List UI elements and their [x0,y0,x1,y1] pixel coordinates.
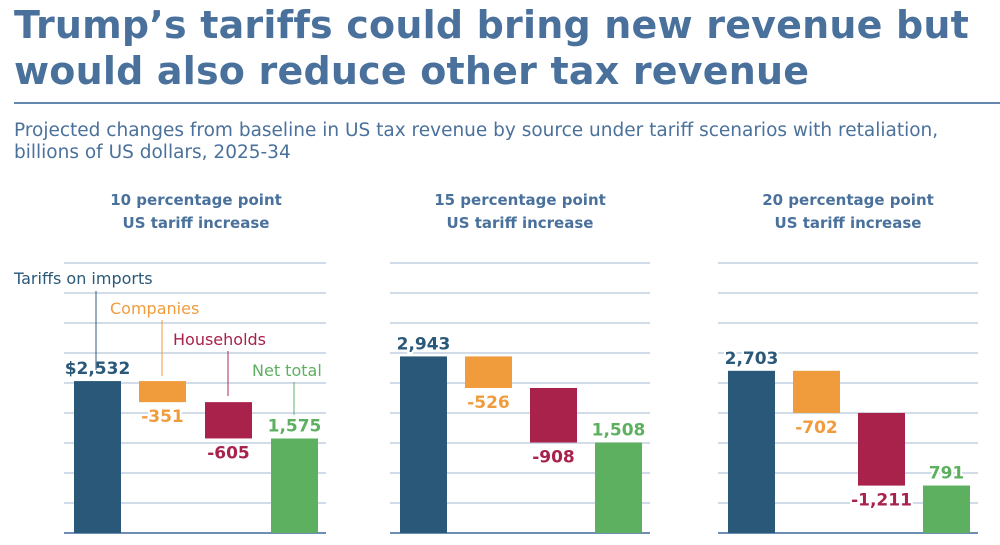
data-label: -702 [795,418,838,438]
panel-subtitle: US tariff increase [775,214,922,232]
title-divider [14,102,1000,104]
bar-tariffs-on-imports [728,370,775,533]
panel-title: 20 percentage point [762,191,934,209]
data-label: -526 [467,393,510,413]
panel-title: 15 percentage point [434,191,606,209]
bar-tariffs-on-imports [400,356,447,533]
data-label: -351 [141,407,184,427]
data-label: 2,703 [725,349,779,369]
bar-households [205,402,252,439]
data-label: -1,211 [851,491,912,511]
category-label: Tariffs on imports [13,269,153,288]
panel-subtitle: US tariff increase [123,214,270,232]
data-label: 1,575 [268,417,322,437]
category-label: Net total [252,361,322,380]
bar-households [530,387,577,443]
category-label: Households [173,330,266,349]
data-label: 1,508 [592,421,646,441]
panel-subtitle: US tariff increase [447,214,594,232]
panel-title: 10 percentage point [110,191,282,209]
data-label: -605 [207,443,250,463]
bar-companies [465,356,512,388]
bar-companies [793,370,840,413]
bar-net-total [595,442,642,533]
data-label: 791 [929,464,965,484]
bar-net-total [271,438,318,533]
chart-title: Trump’s tariffs could bring new revenue … [14,3,970,93]
bar-households [858,412,905,486]
chart-subtitle: Projected changes from baseline in US ta… [14,120,939,163]
data-label: -908 [532,447,575,467]
bar-companies [139,381,186,403]
data-label: 2,943 [397,334,451,354]
data-label: $2,532 [65,359,131,379]
category-label: Companies [110,299,199,318]
bar-tariffs-on-imports [74,381,121,533]
bar-net-total [923,485,970,533]
